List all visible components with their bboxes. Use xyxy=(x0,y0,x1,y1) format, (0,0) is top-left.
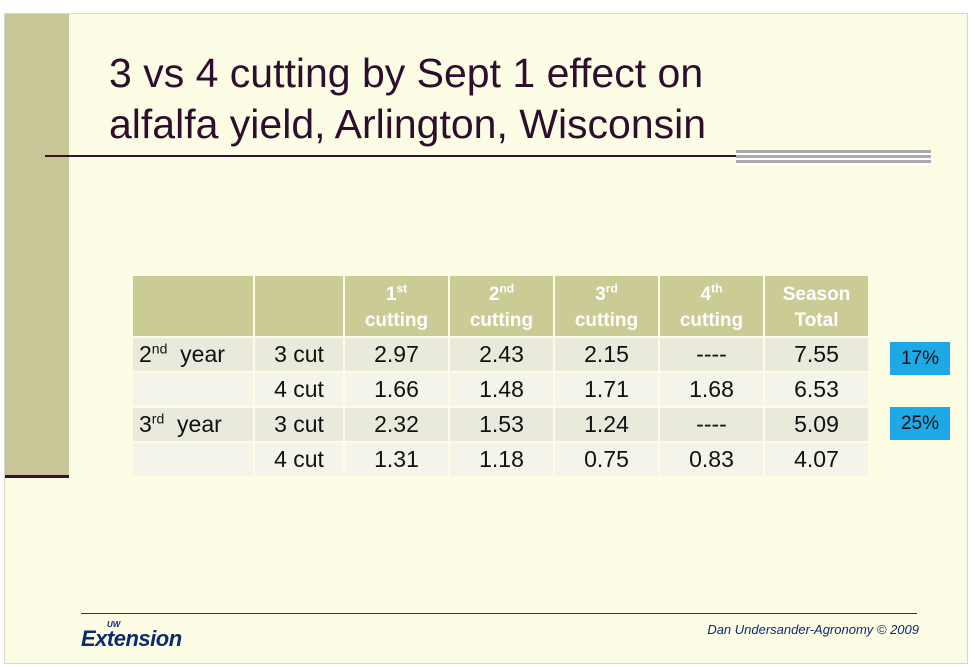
cutting-1-value: 2.32 xyxy=(345,408,448,441)
title-line-1: 3 vs 4 cutting by Sept 1 effect on xyxy=(109,50,704,96)
cutting-2-value: 1.18 xyxy=(450,443,553,476)
cut-label: 4 cut xyxy=(255,443,343,476)
header-season-total: Season Total xyxy=(765,276,868,336)
cutting-3-value: 1.24 xyxy=(555,408,658,441)
year-label xyxy=(133,373,253,406)
logo-extension-text: Extension xyxy=(81,626,182,651)
season-total-value: 5.09 xyxy=(765,408,868,441)
title-underline xyxy=(45,155,931,157)
logo-uw-text: UW xyxy=(107,620,121,629)
cut-label: 4 cut xyxy=(255,373,343,406)
reduction-badge-2nd-year: 17% xyxy=(890,342,950,375)
header-empty-year xyxy=(133,276,253,336)
cutting-1-value: 1.66 xyxy=(345,373,448,406)
sidebar-accent xyxy=(5,14,69,476)
table-header-row: 1st cutting 2nd cutting 3rd cutting 4th cutt… xyxy=(133,276,868,336)
year-label xyxy=(133,443,253,476)
cutting-3-value: 0.75 xyxy=(555,443,658,476)
header-cutting-4: 4th cutting xyxy=(660,276,763,336)
yield-table: 1st cutting 2nd cutting 3rd cutting 4th cutt… xyxy=(131,274,870,478)
cutting-2-value: 1.53 xyxy=(450,408,553,441)
header-cutting-3: 3rd cutting xyxy=(555,276,658,336)
year-label: 3rd year xyxy=(133,408,253,441)
cutting-1-value: 2.97 xyxy=(345,338,448,371)
sidebar-rule xyxy=(5,475,69,478)
cut-label: 3 cut xyxy=(255,338,343,371)
footer-rule xyxy=(81,613,917,614)
table-row: 4 cut 1.31 1.18 0.75 0.83 4.07 xyxy=(133,443,868,476)
season-total-value: 7.55 xyxy=(765,338,868,371)
title-line-2: alfalfa yield, Arlington, Wisconsin xyxy=(109,101,707,147)
season-total-value: 4.07 xyxy=(765,443,868,476)
table-row: 4 cut 1.66 1.48 1.71 1.68 6.53 xyxy=(133,373,868,406)
cut-label: 3 cut xyxy=(255,408,343,441)
slide-title: 3 vs 4 cutting by Sept 1 effect on alfal… xyxy=(109,48,706,150)
slide: 3 vs 4 cutting by Sept 1 effect on alfal… xyxy=(4,13,968,664)
cutting-1-value: 1.31 xyxy=(345,443,448,476)
table-row: 2nd year 3 cut 2.97 2.43 2.15 ---- 7.55 xyxy=(133,338,868,371)
cutting-3-value: 2.15 xyxy=(555,338,658,371)
cutting-2-value: 2.43 xyxy=(450,338,553,371)
footer-credit: Dan Undersander-Agronomy © 2009 xyxy=(707,622,919,637)
header-empty-cut xyxy=(255,276,343,336)
year-label: 2nd year xyxy=(133,338,253,371)
cutting-2-value: 1.48 xyxy=(450,373,553,406)
season-total-value: 6.53 xyxy=(765,373,868,406)
reduction-badge-3rd-year: 25% xyxy=(890,407,950,440)
cutting-3-value: 1.71 xyxy=(555,373,658,406)
title-accent-bar xyxy=(736,150,931,165)
cutting-4-value: 1.68 xyxy=(660,373,763,406)
cutting-4-value: ---- xyxy=(660,408,763,441)
cutting-4-value: ---- xyxy=(660,338,763,371)
header-cutting-2: 2nd cutting xyxy=(450,276,553,336)
cutting-4-value: 0.83 xyxy=(660,443,763,476)
header-cutting-1: 1st cutting xyxy=(345,276,448,336)
table-row: 3rd year 3 cut 2.32 1.53 1.24 ---- 5.09 xyxy=(133,408,868,441)
